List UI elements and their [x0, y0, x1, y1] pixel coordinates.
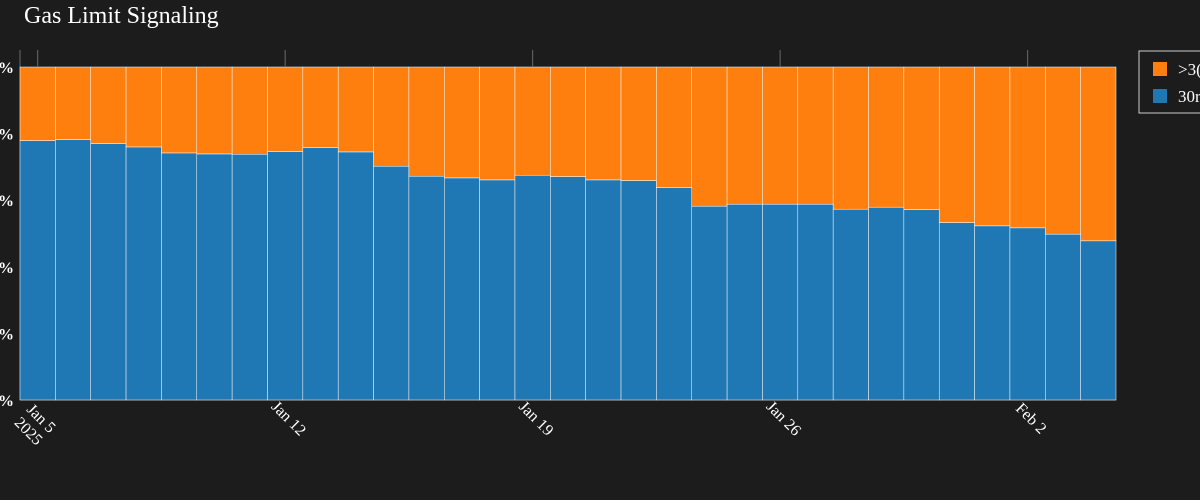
x-tick-label: Jan 12	[268, 398, 309, 439]
bar-gt30m-2025-01-09[interactable]	[161, 66, 198, 154]
bar-30m-2025-01-19[interactable]	[514, 174, 551, 401]
bar-gt30m-2025-01-06[interactable]	[55, 66, 91, 140]
x-tick-label: Feb 2	[1012, 400, 1049, 437]
bar-gt30m-2025-01-25[interactable]	[726, 66, 763, 205]
bar-30m-2025-01-08[interactable]	[125, 146, 162, 401]
bar-gt30m-2025-01-15[interactable]	[373, 66, 410, 167]
bars-group	[19, 66, 1117, 401]
bar-30m-2025-01-29[interactable]	[868, 206, 905, 401]
x-tick-label: Jan 19	[515, 398, 556, 439]
bar-gt30m-2025-01-23[interactable]	[656, 66, 692, 188]
bar-30m-2025-01-14[interactable]	[337, 151, 374, 401]
y-tick-label: %	[0, 193, 14, 210]
bar-gt30m-2025-01-27[interactable]	[797, 66, 834, 205]
bar-gt30m-2025-02-03[interactable]	[1045, 66, 1081, 235]
bar-gt30m-2025-01-11[interactable]	[231, 66, 268, 155]
y-axis: %%%%%%	[0, 60, 14, 410]
bar-30m-2025-01-12[interactable]	[267, 151, 304, 401]
bar-gt30m-2025-01-22[interactable]	[620, 66, 657, 181]
bar-30m-2025-01-28[interactable]	[832, 208, 869, 401]
bar-gt30m-2025-01-16[interactable]	[408, 66, 445, 177]
bar-gt30m-2025-01-14[interactable]	[337, 66, 374, 153]
bar-30m-2025-01-15[interactable]	[373, 165, 410, 401]
bar-30m-2025-01-31[interactable]	[938, 222, 975, 401]
legend-swatch[interactable]	[1153, 62, 1167, 76]
bar-30m-2025-02-01[interactable]	[974, 225, 1011, 401]
bar-30m-2025-01-25[interactable]	[726, 203, 763, 401]
bar-gt30m-2025-01-31[interactable]	[938, 66, 975, 223]
bar-30m-2025-01-27[interactable]	[797, 203, 834, 401]
bar-30m-2025-01-06[interactable]	[55, 139, 91, 401]
bar-gt30m-2025-01-08[interactable]	[125, 66, 162, 148]
legend-swatch[interactable]	[1153, 89, 1167, 103]
bar-gt30m-2025-01-30[interactable]	[903, 66, 940, 210]
bar-30m-2025-01-22[interactable]	[620, 180, 657, 401]
bar-30m-2025-01-09[interactable]	[161, 152, 198, 401]
bar-30m-2025-01-30[interactable]	[903, 209, 940, 401]
bar-30m-2025-01-17[interactable]	[444, 177, 480, 401]
x-tick-label: Jan 26	[763, 398, 804, 439]
bar-gt30m-2025-01-13[interactable]	[302, 66, 339, 148]
bar-gt30m-2025-01-10[interactable]	[196, 66, 233, 155]
bar-30m-2025-02-03[interactable]	[1045, 233, 1081, 401]
bar-30m-2025-01-20[interactable]	[550, 176, 586, 401]
bar-gt30m-2025-01-18[interactable]	[479, 66, 516, 181]
bar-30m-2025-01-13[interactable]	[302, 147, 339, 401]
bar-30m-2025-01-07[interactable]	[90, 143, 127, 401]
y-tick-label: %	[0, 127, 14, 144]
bar-30m-2025-01-05[interactable]	[19, 140, 56, 401]
bar-gt30m-2025-01-26[interactable]	[762, 66, 799, 205]
bar-gt30m-2025-01-21[interactable]	[585, 66, 622, 181]
y-tick-label: %	[0, 326, 14, 343]
bar-30m-2025-01-10[interactable]	[196, 153, 233, 401]
bar-gt30m-2025-02-02[interactable]	[1009, 66, 1046, 229]
bar-30m-2025-02-04[interactable]	[1080, 240, 1117, 401]
bar-30m-2025-01-26[interactable]	[762, 203, 799, 401]
bar-gt30m-2025-01-20[interactable]	[550, 66, 586, 177]
bar-30m-2025-01-21[interactable]	[585, 179, 622, 401]
bar-30m-2025-01-16[interactable]	[408, 175, 445, 401]
chart-title: Gas Limit Signaling	[24, 3, 219, 29]
bar-gt30m-2025-01-12[interactable]	[267, 66, 304, 152]
bar-gt30m-2025-01-19[interactable]	[514, 66, 551, 176]
legend-label[interactable]: >3(	[1178, 60, 1200, 79]
bar-30m-2025-02-02[interactable]	[1009, 227, 1046, 401]
bar-gt30m-2025-01-17[interactable]	[444, 66, 480, 179]
bar-gt30m-2025-02-01[interactable]	[974, 66, 1011, 227]
bar-gt30m-2025-01-29[interactable]	[868, 66, 905, 208]
bar-30m-2025-01-11[interactable]	[231, 153, 268, 401]
y-tick-label: %	[0, 60, 14, 77]
bar-gt30m-2025-01-07[interactable]	[90, 66, 127, 144]
bar-gt30m-2025-01-05[interactable]	[19, 66, 56, 141]
bar-gt30m-2025-02-04[interactable]	[1080, 66, 1117, 242]
y-tick-label: %	[0, 393, 14, 410]
legend[interactable]: >3(30r	[1138, 50, 1200, 114]
bar-gt30m-2025-01-24[interactable]	[691, 66, 728, 207]
legend-label[interactable]: 30r	[1178, 87, 1200, 106]
legend-box	[1138, 50, 1200, 114]
x-tick-label: Jan 52025	[10, 401, 58, 449]
bar-30m-2025-01-18[interactable]	[479, 179, 516, 401]
bar-30m-2025-01-24[interactable]	[691, 205, 728, 401]
y-tick-label: %	[0, 260, 14, 277]
bar-30m-2025-01-23[interactable]	[656, 187, 692, 401]
bar-gt30m-2025-01-28[interactable]	[832, 66, 869, 210]
